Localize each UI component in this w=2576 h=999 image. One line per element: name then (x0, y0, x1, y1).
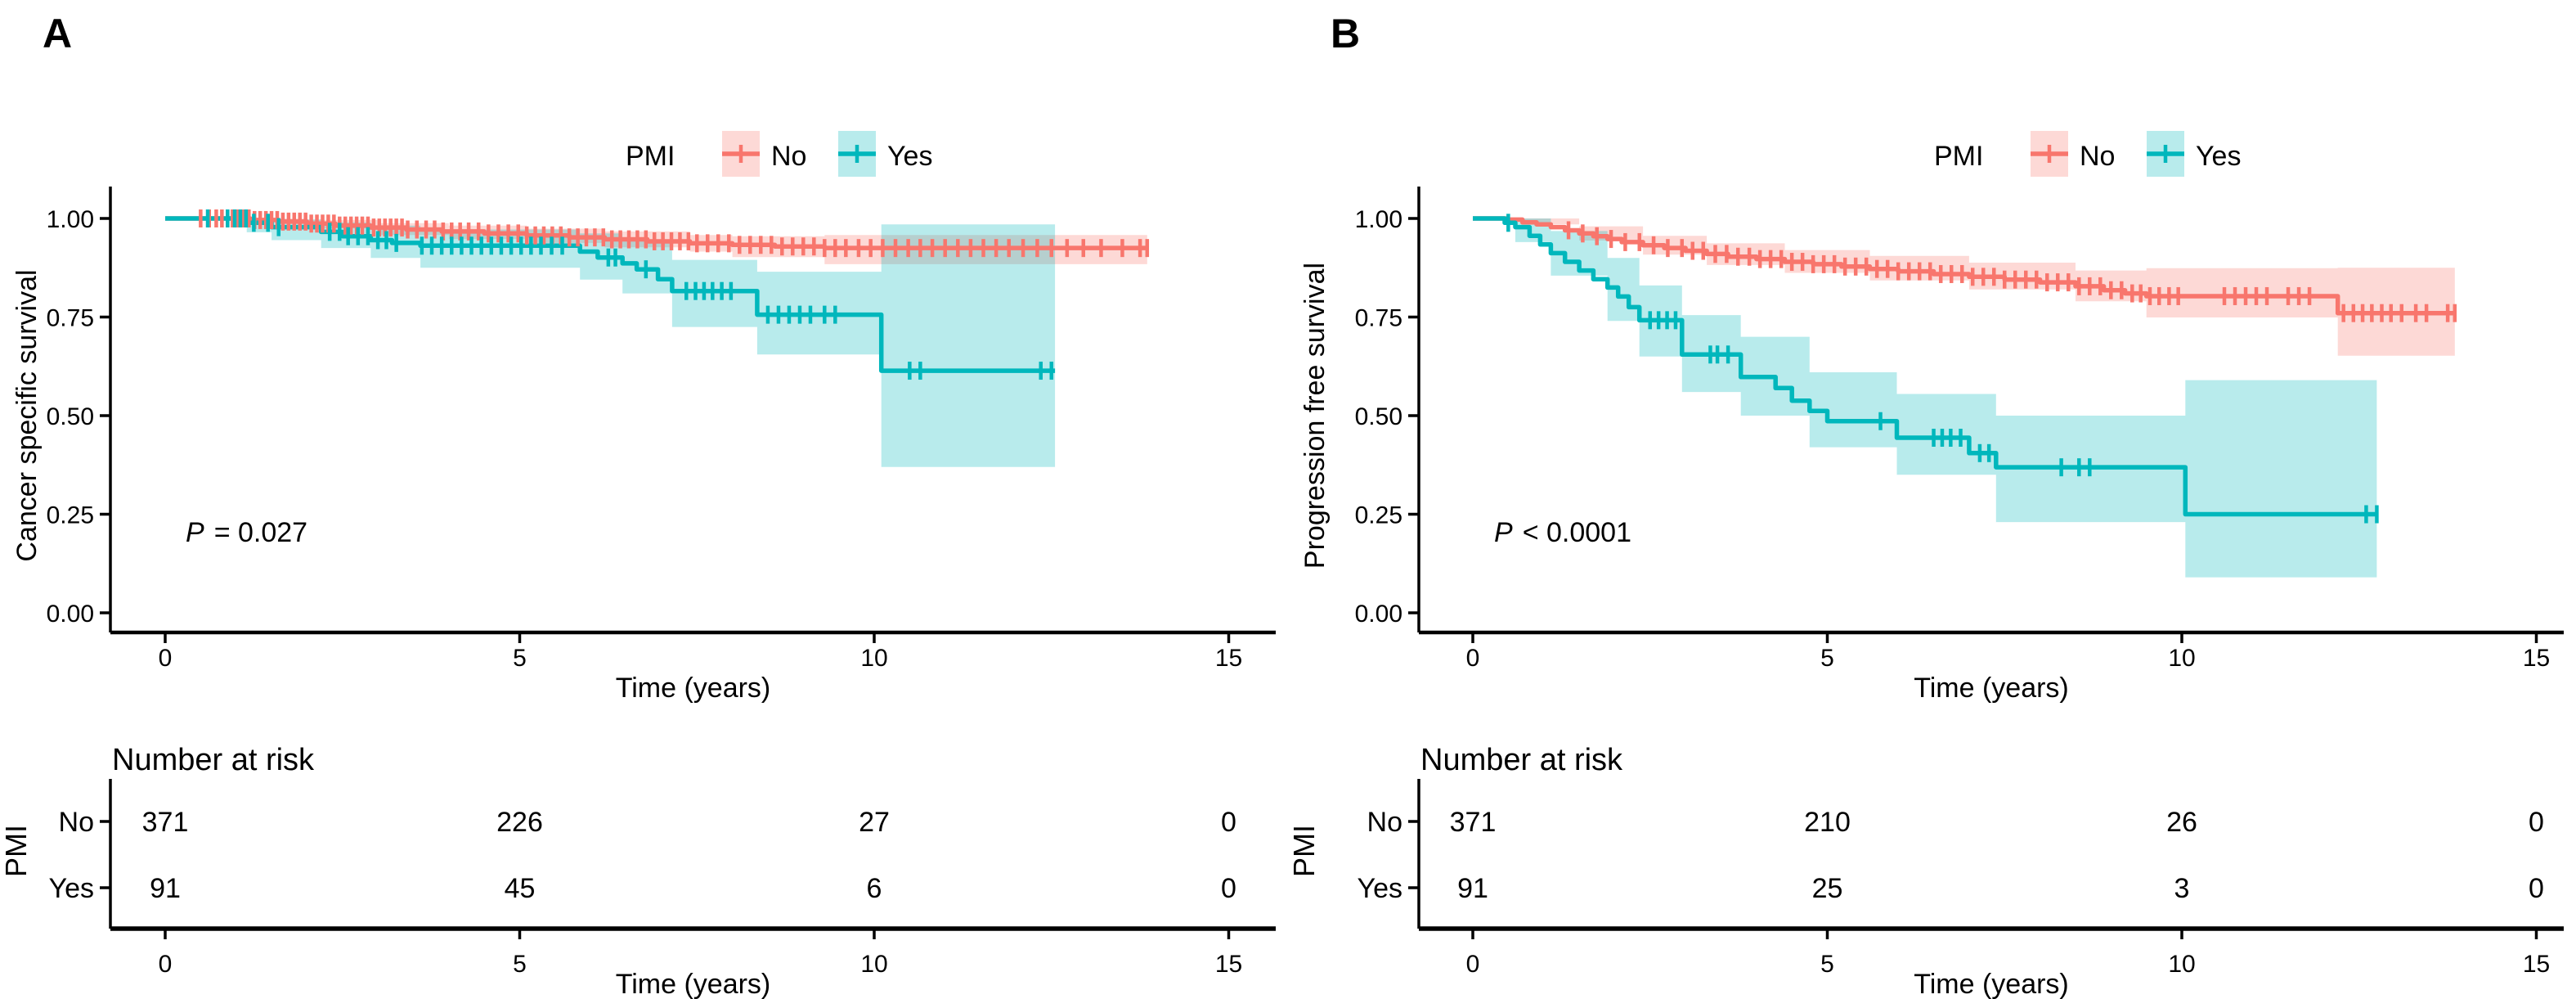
x-tick-label: 5 (513, 645, 527, 672)
risk-count: 0 (2529, 807, 2544, 838)
censor-marks-no (1566, 221, 2457, 322)
y-axis-title: Cancer specific survival (11, 269, 43, 561)
confidence-band-yes (1473, 218, 2377, 578)
risk-count: 91 (1457, 873, 1488, 904)
risk-count: 91 (150, 873, 181, 904)
risk-x-tick-label: 5 (1820, 951, 1834, 978)
risk-group-label: PMI (0, 825, 33, 877)
risk-x-axis-title: Time (years) (616, 969, 771, 999)
risk-row-label: Yes (49, 873, 94, 904)
y-axis-title: Progression free survival (1299, 263, 1331, 569)
risk-x-tick-label: 15 (1215, 951, 1242, 978)
risk-count: 0 (1221, 807, 1236, 838)
risk-count: 26 (2166, 807, 2197, 838)
risk-count: 0 (1221, 873, 1236, 904)
legend-item-label: No (771, 141, 806, 172)
risk-count: 3 (2174, 873, 2190, 904)
risk-count: 6 (867, 873, 882, 904)
risk-x-tick-label: 5 (513, 951, 527, 978)
x-axis: 0 5 10 15 Time (years) (110, 630, 1276, 704)
x-tick-label: 0 (1466, 645, 1480, 672)
x-tick-label: 10 (2168, 645, 2195, 672)
p-value: P < 0.0001 (1494, 517, 1631, 548)
risk-row-label: No (59, 807, 94, 838)
y-tick-label: 0.75 (1355, 305, 1402, 332)
confidence-band-yes (165, 218, 1056, 467)
x-axis: 0 5 10 15 Time (years) (1419, 630, 2564, 704)
risk-count: 0 (2529, 873, 2544, 904)
panel-b-chart: B PMI No Yes Progression free survival 1.00 0.… (1288, 11, 2564, 999)
legend-item-label: No (2080, 141, 2115, 172)
risk-count: 27 (859, 807, 890, 838)
panel-label: B (1331, 11, 1360, 56)
km-curve-no (1473, 216, 2455, 316)
y-tick-label: 1.00 (1355, 206, 1402, 233)
x-tick-label: 0 (159, 645, 173, 672)
risk-row-label: No (1367, 807, 1402, 838)
legend-key-yes (838, 131, 876, 177)
risk-count: 226 (496, 807, 543, 838)
censor-marks-yes (1506, 214, 2379, 524)
x-axis-title: Time (years) (1914, 673, 2069, 704)
risk-table-title: Number at risk (1420, 743, 1623, 777)
legend-item-label: Yes (2196, 141, 2241, 172)
censor-marks-yes (205, 209, 1053, 380)
legend-key-no (722, 131, 760, 177)
x-tick-label: 15 (2523, 645, 2550, 672)
risk-x-axis-title: Time (years) (1914, 969, 2069, 999)
risk-count: 371 (1450, 807, 1497, 838)
risk-row-label: Yes (1358, 873, 1402, 904)
y-tick-label: 0.00 (1355, 601, 1402, 628)
panel-a-chart: A PMI No Yes Cancer specific survival 1.00 0.7… (0, 11, 1276, 999)
risk-count: 25 (1812, 873, 1843, 904)
y-tick-label: 0.50 (47, 403, 94, 430)
legend-key-no (2031, 131, 2068, 177)
x-axis-title: Time (years) (616, 673, 771, 704)
risk-x-tick-label: 10 (860, 951, 887, 978)
y-tick-label: 0.75 (47, 305, 94, 332)
y-tick-label: 0.50 (1355, 403, 1402, 430)
y-axis: Cancer specific survival 1.00 0.75 0.50 0.25… (11, 187, 112, 632)
y-tick-label: 0.00 (47, 601, 94, 628)
y-tick-label: 0.25 (1355, 502, 1402, 529)
legend-title: PMI (1934, 141, 1983, 172)
risk-x-tick-label: 0 (1466, 951, 1480, 978)
number-at-risk-table: Number at risk PMI No 371 226 27 0 Yes 91 45 6 0 0 5 1… (0, 743, 1276, 999)
risk-count: 371 (142, 807, 189, 838)
legend: PMI No Yes (1934, 131, 2241, 177)
legend: PMI No Yes (626, 131, 932, 177)
risk-x-tick-label: 10 (2168, 951, 2195, 978)
p-value: P = 0.027 (186, 517, 307, 548)
km-curve-yes (1473, 216, 2377, 517)
risk-table-title: Number at risk (112, 743, 315, 777)
risk-count: 45 (505, 873, 536, 904)
x-tick-label: 15 (1215, 645, 1242, 672)
y-axis: Progression free survival 1.00 0.75 0.50 0.2… (1299, 187, 1420, 632)
legend-key-yes (2147, 131, 2184, 177)
x-tick-label: 10 (860, 645, 887, 672)
risk-group-label: PMI (1288, 825, 1321, 877)
legend-item-label: Yes (887, 141, 932, 172)
risk-count: 210 (1804, 807, 1851, 838)
risk-x-tick-label: 15 (2523, 951, 2550, 978)
y-tick-label: 1.00 (47, 206, 94, 233)
legend-title: PMI (626, 141, 675, 172)
panel-label: A (43, 11, 72, 56)
x-tick-label: 5 (1820, 645, 1834, 672)
number-at-risk-table: Number at risk PMI No 371 210 26 0 Yes 91 25 3 0 0 5 1… (1288, 743, 2564, 999)
risk-x-tick-label: 0 (159, 951, 173, 978)
y-tick-label: 0.25 (47, 502, 94, 529)
